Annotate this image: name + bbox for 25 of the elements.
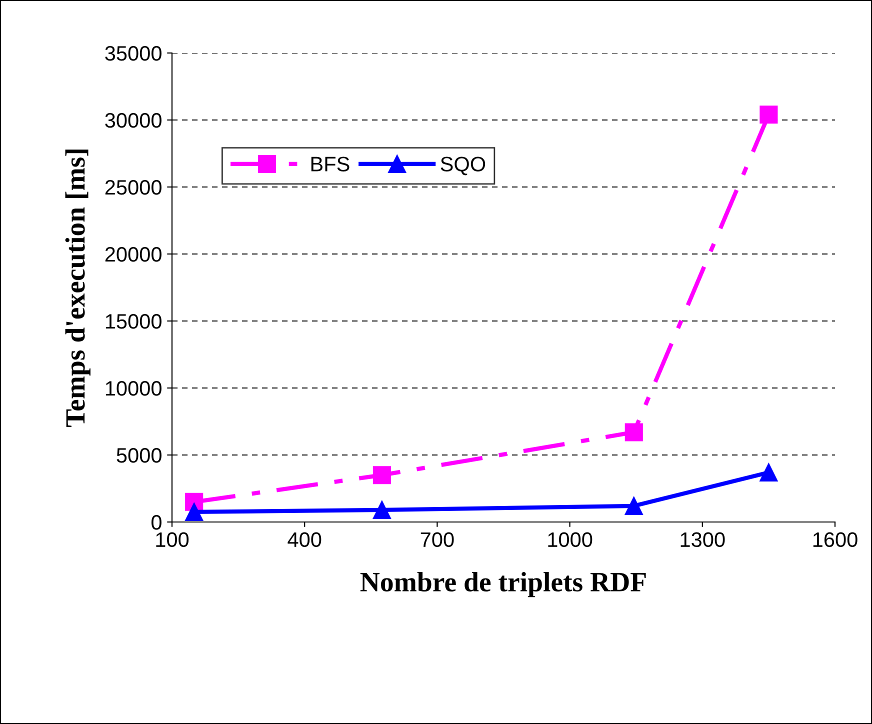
y-tick-label: 20000 bbox=[105, 247, 162, 262]
y-tick-label: 30000 bbox=[105, 113, 162, 128]
y-axis-title: Temps d'execution [ms] bbox=[65, 150, 90, 427]
x-tick-label: 700 bbox=[420, 532, 454, 548]
point bbox=[372, 500, 391, 519]
y-tick-label: 10000 bbox=[106, 381, 162, 396]
x-tick-label: 1300 bbox=[680, 532, 725, 548]
y-tick-label: 5000 bbox=[116, 448, 162, 463]
y-tick-label: 15000 bbox=[106, 314, 162, 329]
y-tick-label: 0 bbox=[152, 515, 162, 530]
point bbox=[760, 463, 778, 482]
legend-label: BFS bbox=[311, 156, 350, 172]
x-tick-label: 100 bbox=[156, 532, 189, 548]
x-tick-label: 1000 bbox=[548, 532, 592, 548]
x-axis-title: Nombre de triplets RDF bbox=[360, 572, 646, 598]
point bbox=[624, 496, 643, 515]
point bbox=[185, 502, 204, 521]
point bbox=[372, 466, 391, 484]
y-tick-label: 25000 bbox=[105, 180, 162, 195]
point bbox=[760, 106, 778, 124]
x-tick-label: 400 bbox=[288, 532, 322, 548]
x-tick-label: 1600 bbox=[813, 532, 858, 548]
legend-label: SQO bbox=[440, 156, 486, 176]
y-tick-label: 35000 bbox=[105, 46, 162, 61]
point bbox=[624, 423, 643, 442]
